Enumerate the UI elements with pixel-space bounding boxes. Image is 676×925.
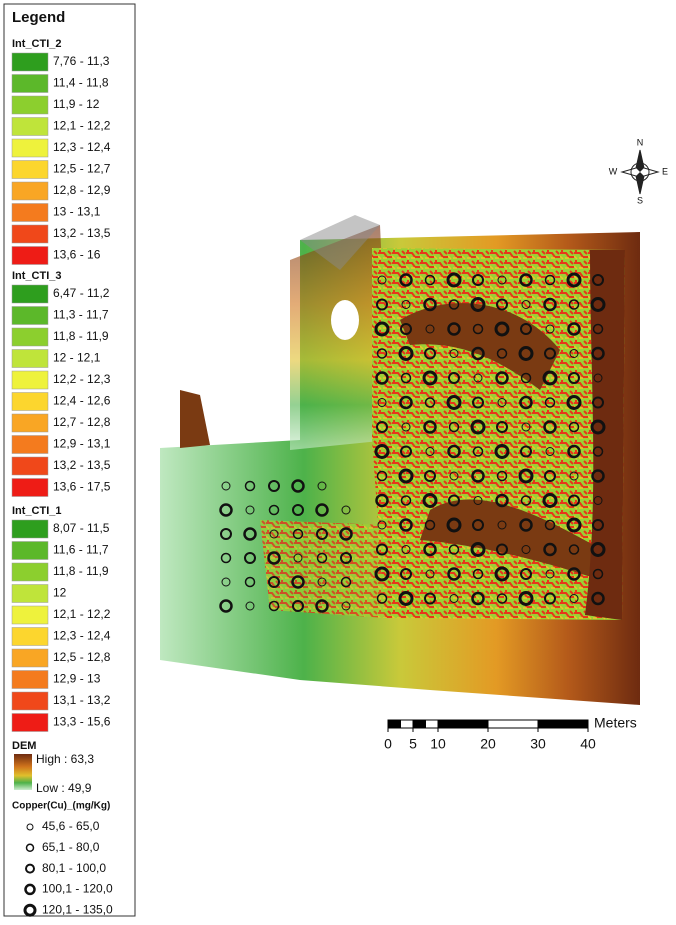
swatch-label: 12,3 - 12,4 bbox=[53, 140, 111, 154]
swatch bbox=[12, 585, 48, 603]
swatch-label: 11,4 - 11,8 bbox=[53, 76, 109, 90]
scale-label: 40 bbox=[580, 736, 596, 752]
swatch bbox=[12, 671, 48, 689]
dem-title: DEM bbox=[12, 740, 36, 752]
swatch bbox=[12, 285, 48, 303]
copper-label: 80,1 - 100,0 bbox=[42, 861, 106, 875]
swatch-label: 12,1 - 12,2 bbox=[53, 607, 111, 621]
swatch-label: 12,7 - 12,8 bbox=[53, 415, 111, 429]
swatch-label: 11,8 - 11,9 bbox=[53, 329, 109, 343]
dem-ramp bbox=[14, 754, 32, 790]
swatch-label: 12,2 - 12,3 bbox=[53, 372, 111, 386]
swatch-label: 13,2 - 13,5 bbox=[53, 226, 111, 240]
swatch-label: 12 bbox=[53, 586, 67, 600]
swatch-label: 13,1 - 13,2 bbox=[53, 693, 111, 707]
swatch-label: 8,07 - 11,5 bbox=[53, 521, 110, 535]
swatch-label: 13 - 13,1 bbox=[53, 205, 101, 219]
swatch-label: 12 - 12,1 bbox=[53, 351, 101, 365]
compass-w: W bbox=[609, 166, 618, 176]
swatch bbox=[12, 328, 48, 346]
swatch-label: 12,3 - 12,4 bbox=[53, 629, 111, 643]
dem-map bbox=[160, 215, 640, 705]
swatch bbox=[12, 182, 48, 200]
scale-label: 20 bbox=[480, 736, 496, 752]
swatch-label: 11,9 - 12 bbox=[53, 97, 100, 111]
swatch bbox=[12, 96, 48, 114]
swatch bbox=[12, 649, 48, 667]
swatch bbox=[12, 479, 48, 497]
scale-segment bbox=[488, 720, 538, 728]
legend-title: Legend bbox=[12, 9, 65, 26]
swatch bbox=[12, 393, 48, 411]
swatch bbox=[12, 371, 48, 389]
swatch bbox=[12, 225, 48, 243]
swatch bbox=[12, 118, 48, 136]
swatch-label: 11,6 - 11,7 bbox=[53, 543, 109, 557]
swatch bbox=[12, 714, 48, 732]
swatch bbox=[12, 161, 48, 179]
compass-n: N bbox=[637, 137, 644, 147]
scale-label: 5 bbox=[409, 736, 417, 752]
group-title: Int_CTI_2 bbox=[12, 38, 62, 50]
scale-segment bbox=[413, 720, 426, 728]
swatch-label: 12,4 - 12,6 bbox=[53, 394, 111, 408]
swatch bbox=[12, 436, 48, 454]
swatch bbox=[12, 204, 48, 222]
swatch bbox=[12, 563, 48, 581]
swatch bbox=[12, 692, 48, 710]
swatch-label: 12,8 - 12,9 bbox=[53, 183, 111, 197]
swatch bbox=[12, 628, 48, 646]
scale-segment bbox=[388, 720, 401, 728]
swatch-label: 6,47 - 11,2 bbox=[53, 286, 110, 300]
swatch-label: 11,3 - 11,7 bbox=[53, 308, 109, 322]
swatch-label: 13,6 - 17,5 bbox=[53, 480, 111, 494]
swatch bbox=[12, 247, 48, 265]
scale-label: 30 bbox=[530, 736, 546, 752]
swatch-label: 13,2 - 13,5 bbox=[53, 458, 111, 472]
scale-unit: Meters bbox=[594, 715, 637, 731]
scale-label: 10 bbox=[430, 736, 446, 752]
scalebar: 0 5 10 20 30 40 Meters bbox=[384, 715, 637, 752]
dem-low: Low : 49,9 bbox=[36, 781, 92, 795]
swatch bbox=[12, 139, 48, 157]
swatch bbox=[12, 307, 48, 325]
swatch bbox=[12, 350, 48, 368]
scale-segment bbox=[438, 720, 488, 728]
swatch-label: 12,1 - 12,2 bbox=[53, 119, 111, 133]
scale-segment bbox=[426, 720, 439, 728]
copper-label: 65,1 - 80,0 bbox=[42, 840, 100, 854]
swatch-label: 13,6 - 16 bbox=[53, 248, 101, 262]
compass: N E S W bbox=[609, 137, 668, 205]
swatch bbox=[12, 520, 48, 538]
copper-title: Copper(Cu)_(mg/Kg) bbox=[12, 801, 110, 812]
swatch bbox=[12, 414, 48, 432]
swatch bbox=[12, 53, 48, 71]
scale-segment bbox=[401, 720, 414, 728]
swatch-label: 12,9 - 13 bbox=[53, 672, 101, 686]
group-title: Int_CTI_1 bbox=[12, 505, 62, 517]
swatch-label: 12,5 - 12,7 bbox=[53, 162, 111, 176]
copper-label: 100,1 - 120,0 bbox=[42, 882, 113, 896]
copper-label: 120,1 - 135,0 bbox=[42, 902, 113, 916]
swatch-label: 13,3 - 15,6 bbox=[53, 715, 111, 729]
swatch-label: 7,76 - 11,3 bbox=[53, 54, 110, 68]
compass-e: E bbox=[662, 166, 668, 176]
map: 0 5 10 20 30 40 Meters N E S W Legend Int_CTI_… bbox=[0, 0, 676, 920]
compass-s: S bbox=[637, 195, 643, 205]
page: 0 5 10 20 30 40 Meters N E S W Legend Int_CTI_… bbox=[0, 0, 676, 920]
scale-segment bbox=[538, 720, 588, 728]
swatch bbox=[12, 606, 48, 624]
swatch-label: 11,8 - 11,9 bbox=[53, 564, 109, 578]
swatch bbox=[12, 542, 48, 560]
swatch-label: 12,9 - 13,1 bbox=[53, 437, 111, 451]
group-title: Int_CTI_3 bbox=[12, 270, 62, 282]
swatch bbox=[12, 457, 48, 475]
swatch bbox=[12, 75, 48, 93]
swatch-label: 12,5 - 12,8 bbox=[53, 650, 111, 664]
copper-label: 45,6 - 65,0 bbox=[42, 819, 100, 833]
dem-high: High : 63,3 bbox=[36, 752, 94, 766]
scale-label: 0 bbox=[384, 736, 392, 752]
